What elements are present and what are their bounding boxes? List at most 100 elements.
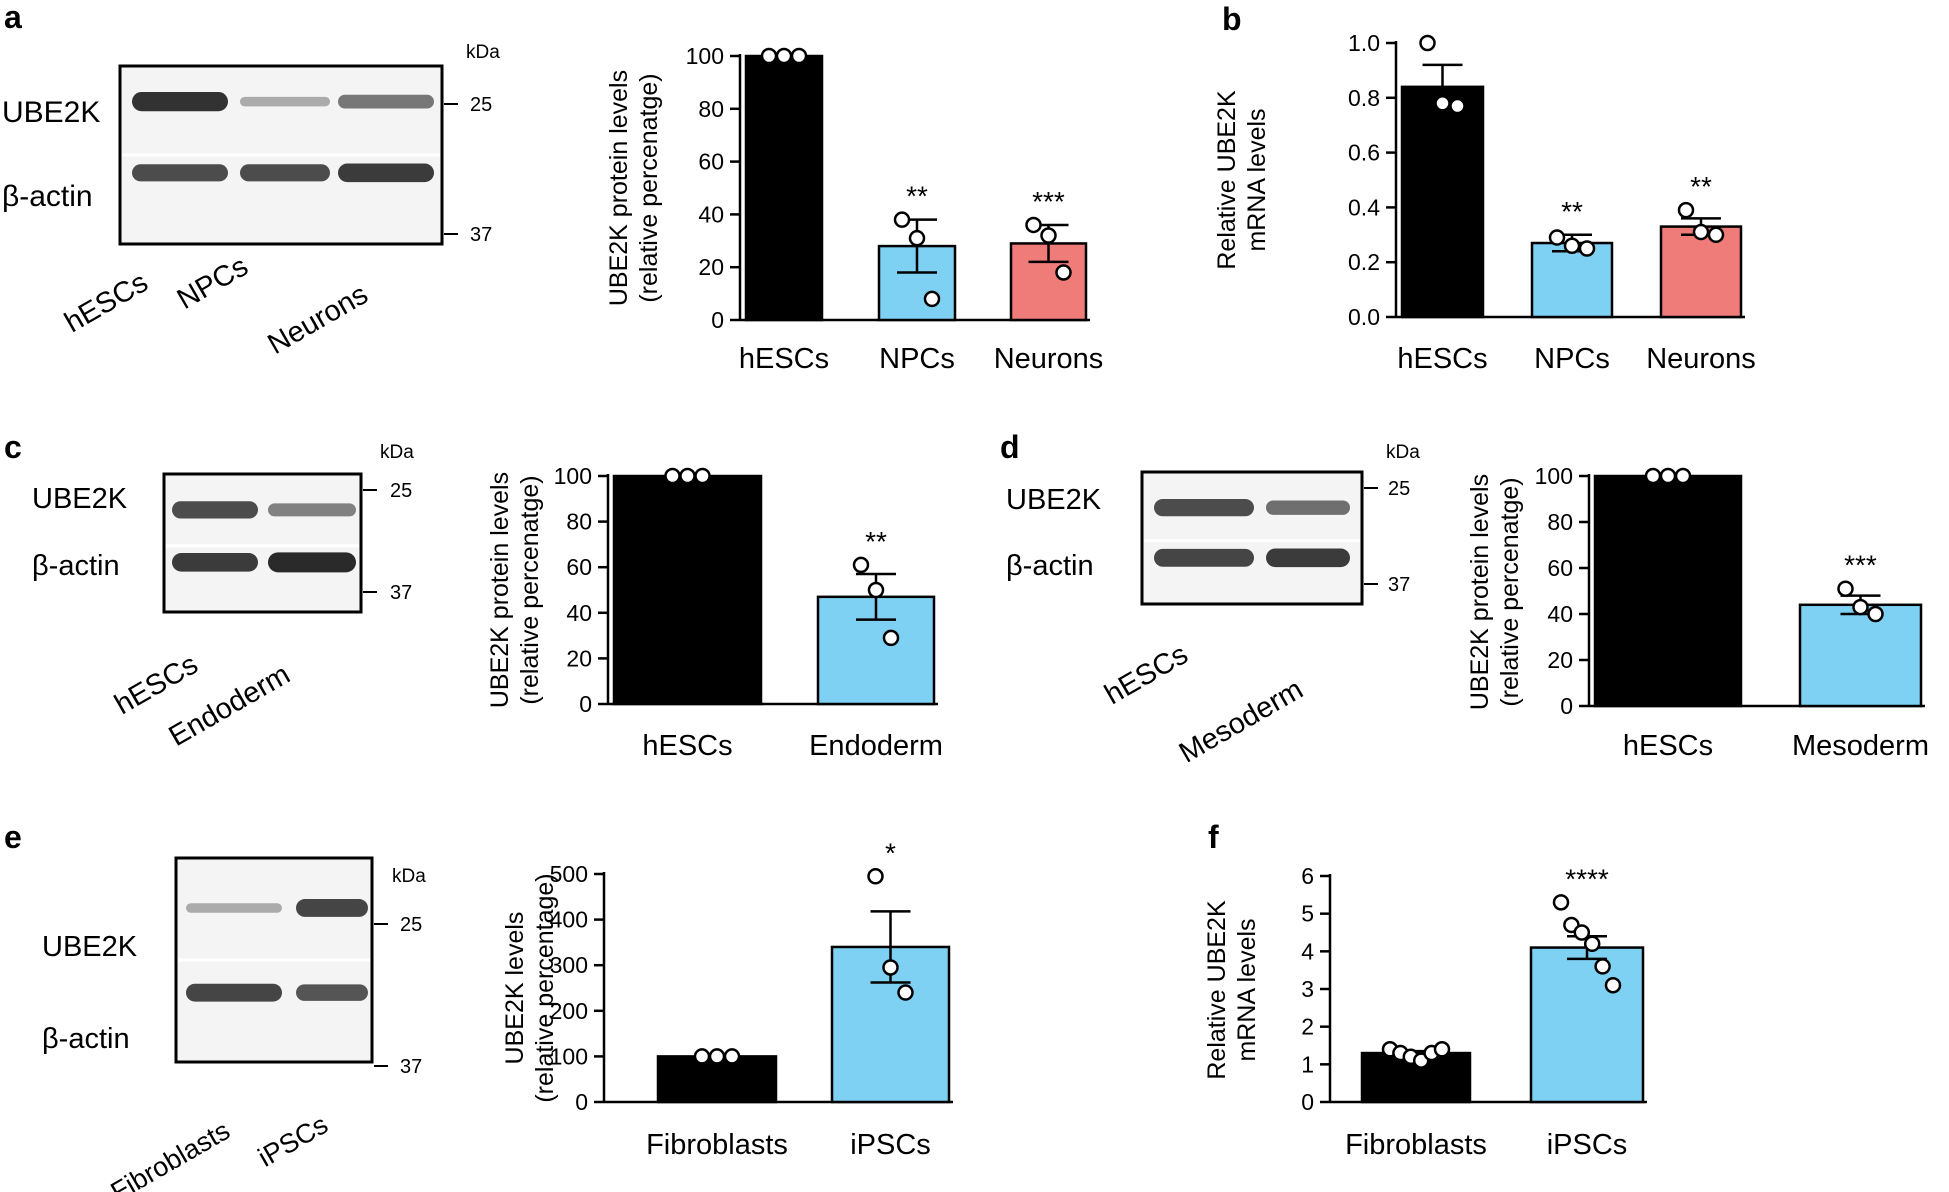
y-tick-label: 0 — [1560, 693, 1573, 719]
x-category-label: Fibroblasts — [1345, 1129, 1487, 1161]
y-tick-label: 0 — [711, 307, 724, 333]
data-point — [1548, 229, 1566, 246]
data-point — [1852, 598, 1869, 616]
data-point — [908, 229, 926, 247]
blot-label-actin: β-actin — [2, 180, 93, 213]
blot-band — [172, 553, 258, 572]
marker-label: 37 — [390, 582, 412, 604]
data-point — [1434, 95, 1451, 112]
y-tick-label: 0 — [1301, 1089, 1314, 1115]
blot-lane-label: NPCs — [172, 250, 254, 316]
x-category-label: Neurons — [994, 343, 1104, 375]
panel-letter-a: a — [4, 0, 22, 35]
y-tick-label: 2 — [1301, 1014, 1314, 1040]
y-axis-label-line: UBE2K protein levels — [605, 70, 633, 306]
blot-frame — [162, 472, 363, 614]
western-blot-a: UBE2K β-actin hESCs NPCs Neurons kDa 25 37 — [2, 42, 500, 361]
data-point — [867, 581, 885, 599]
y-tick-label: 1 — [1301, 1051, 1314, 1077]
significance-stars: ** — [1690, 171, 1712, 202]
bar — [1400, 85, 1485, 319]
data-point — [852, 556, 870, 574]
data-point — [679, 467, 696, 485]
y-tick-label: 20 — [1547, 647, 1573, 673]
marker-label: 25 — [1388, 478, 1410, 500]
y-axis-label-line: UBE2K protein levels — [1466, 474, 1494, 710]
x-category-label: NPCs — [879, 343, 955, 375]
data-point — [1707, 226, 1725, 244]
data-point — [1677, 201, 1695, 219]
x-category-label: Neurons — [1646, 343, 1756, 375]
blot-band — [268, 503, 356, 517]
panel-letter-e: e — [4, 819, 22, 855]
data-point — [1563, 237, 1581, 255]
panel-letter-f: f — [1208, 819, 1219, 855]
y-tick-label: 60 — [698, 149, 724, 175]
x-category-label: iPSCs — [850, 1129, 931, 1161]
kda-label: kDa — [466, 42, 500, 63]
bar-chart-b: 0.0 0.2 0.4 0.6 0.8 1.0 Relative UBE2KmRNA lev… — [1213, 30, 1756, 375]
blot-band — [1266, 548, 1350, 568]
blot-band — [296, 984, 368, 1001]
data-point — [1419, 34, 1436, 52]
data-point — [1692, 223, 1710, 241]
y-tick-label: 5 — [1301, 901, 1314, 927]
data-point — [1674, 467, 1692, 485]
kda-label: kDa — [380, 442, 414, 463]
y-tick-label: 300 — [550, 952, 588, 978]
data-point — [1837, 580, 1854, 597]
blot-label-actin: β-actin — [42, 1023, 130, 1055]
blot-band — [172, 501, 258, 519]
blot-band — [186, 983, 282, 1002]
blot-band — [1154, 548, 1254, 567]
y-axis-label-line: mRNA levels — [1243, 108, 1271, 251]
x-category-label: Mesoderm — [1792, 730, 1929, 762]
bar-chart-c: 0 20 40 60 80 100 UBE2K protein levels(relativ… — [486, 463, 943, 762]
data-point — [775, 47, 793, 65]
blot-lane-label: Mesoderm — [1174, 673, 1309, 769]
data-point — [693, 1048, 711, 1065]
data-point — [790, 47, 808, 65]
data-point — [882, 959, 899, 976]
data-point — [1433, 1041, 1451, 1058]
panel-letter-d: d — [1000, 429, 1020, 465]
marker-label: 25 — [470, 94, 492, 116]
blot-lane-label: hESCs — [59, 266, 153, 339]
y-tick-label: 0 — [575, 1089, 588, 1115]
data-point — [1604, 976, 1622, 994]
blot-band — [132, 91, 228, 112]
blot-band — [240, 96, 330, 107]
y-axis-label-line: UBE2K protein levels — [486, 472, 514, 708]
data-point — [1659, 467, 1677, 485]
y-tick-label: 0 — [579, 691, 592, 717]
y-tick-label: 400 — [550, 907, 588, 933]
data-point — [882, 629, 900, 647]
blot-band — [268, 552, 356, 573]
data-point — [1594, 958, 1611, 975]
data-point — [1583, 935, 1601, 953]
data-point — [1867, 605, 1884, 623]
bar-chart-a: 0 20 40 60 80 100 UBE2K protein levels(relativ… — [605, 43, 1103, 375]
y-axis-label: Relative UBE2KmRNA levels — [1203, 900, 1261, 1080]
data-point — [893, 211, 911, 228]
blot-band — [338, 163, 434, 183]
y-tick-label: 40 — [566, 600, 592, 626]
x-category-label: Fibroblasts — [646, 1129, 788, 1161]
x-category-label: hESCs — [642, 730, 732, 762]
significance-stars: *** — [1032, 186, 1065, 217]
blot-band — [1266, 500, 1350, 515]
data-point — [867, 868, 884, 885]
y-axis-label: Relative UBE2KmRNA levels — [1213, 90, 1271, 270]
y-axis-label-line: Relative UBE2K — [1213, 90, 1241, 270]
y-tick-label: 60 — [566, 554, 592, 580]
blot-frame — [1140, 470, 1364, 606]
marker-label: 25 — [390, 480, 412, 502]
y-tick-label: 80 — [566, 509, 592, 535]
data-point — [1449, 97, 1466, 115]
y-tick-label: 80 — [698, 96, 724, 122]
data-point — [897, 984, 914, 1001]
data-point — [1055, 264, 1072, 281]
data-point — [1573, 924, 1591, 941]
